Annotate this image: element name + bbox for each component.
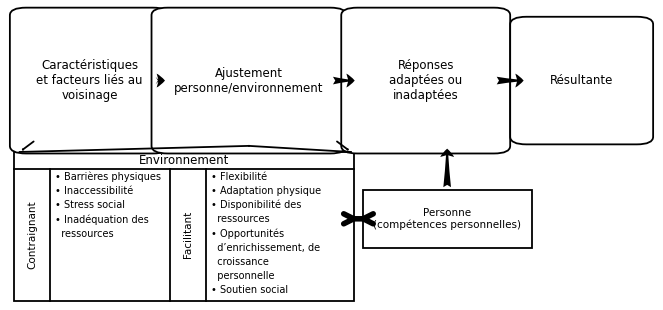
Text: Résultante: Résultante [550, 74, 613, 87]
Text: Réponses
adaptées ou
inadaptées: Réponses adaptées ou inadaptées [389, 59, 462, 102]
Text: • Flexibilité
• Adaptation physique
• Disponibilité des
  ressources
• Opportuni: • Flexibilité • Adaptation physique • Di… [211, 172, 322, 295]
Text: Personne
(compétences personnelles): Personne (compétences personnelles) [373, 208, 521, 230]
Text: Contraignant: Contraignant [27, 201, 37, 269]
Text: Facilitant: Facilitant [183, 211, 193, 258]
FancyBboxPatch shape [341, 8, 511, 153]
Text: Environnement: Environnement [139, 154, 229, 167]
Bar [15, 152, 354, 301]
Bar [363, 190, 532, 248]
FancyBboxPatch shape [511, 17, 653, 144]
FancyBboxPatch shape [10, 8, 169, 153]
FancyBboxPatch shape [152, 8, 347, 153]
Text: • Barrières physiques
• Inaccessibilité
• Stress social
• Inadéquation des
  res: • Barrières physiques • Inaccessibilité … [56, 172, 161, 239]
Text: Caractéristiques
et facteurs liés au
voisinage: Caractéristiques et facteurs liés au voi… [36, 59, 143, 102]
Text: Ajustement
personne/environnement: Ajustement personne/environnement [174, 67, 324, 95]
